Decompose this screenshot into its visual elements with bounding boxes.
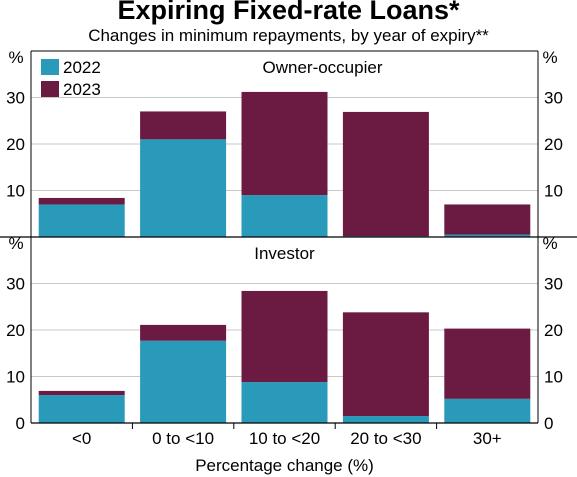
x-tick-label: 10 to <20 (249, 429, 320, 448)
ytick-label-left: 30 (6, 89, 25, 108)
ytick-label-left: 20 (6, 135, 25, 154)
ytick-label-left: 20 (6, 321, 25, 340)
bar-2022-3 (241, 382, 328, 423)
bar-2022-5 (444, 234, 531, 237)
ytick-label-right: 20 (544, 135, 563, 154)
bar-2023-3 (241, 91, 328, 196)
bar-2022-1 (38, 204, 125, 237)
bar-2023-1 (38, 197, 125, 205)
legend-label-2023: 2023 (63, 80, 101, 99)
ytick-label-left: 0 (16, 414, 25, 433)
bar-2022-1 (38, 395, 125, 423)
y-unit-right: % (542, 234, 557, 253)
x-tick-label: <0 (72, 429, 91, 448)
y-unit-left: % (8, 234, 23, 253)
ytick-label-right: 10 (544, 182, 563, 201)
legend-swatch-2023 (41, 81, 59, 97)
ytick-label-left: 10 (6, 182, 25, 201)
chart-subtitle: Changes in minimum repayments, by year o… (88, 26, 489, 45)
bar-2022-3 (241, 195, 328, 237)
bar-2023-4 (342, 111, 429, 237)
bar-2023-1 (38, 390, 125, 396)
x-tick-label: 30+ (473, 429, 502, 448)
bar-2022-5 (444, 398, 531, 423)
bar-2023-2 (140, 324, 227, 341)
ytick-label-right: 0 (544, 414, 553, 433)
panel-title: Owner-occupier (263, 58, 383, 77)
bar-2023-5 (444, 328, 531, 399)
y-unit-right: % (542, 48, 557, 67)
ytick-label-right: 30 (544, 89, 563, 108)
ytick-label-right: 30 (544, 275, 563, 294)
bar-2023-4 (342, 312, 429, 417)
bar-2023-5 (444, 204, 531, 235)
bar-2023-3 (241, 290, 328, 383)
legend-swatch-2022 (41, 59, 59, 75)
ytick-label-right: 10 (544, 368, 563, 387)
x-tick-label: 0 to <10 (152, 429, 214, 448)
ytick-label-left: 10 (6, 368, 25, 387)
x-axis-label: Percentage change (%) (195, 456, 374, 475)
bar-2022-2 (140, 139, 227, 237)
x-tick-label: 20 to <30 (350, 429, 421, 448)
ytick-label-left: 30 (6, 275, 25, 294)
bar-2023-2 (140, 111, 227, 140)
chart-title: Expiring Fixed-rate Loans* (117, 0, 460, 25)
legend-label-2022: 2022 (63, 58, 101, 77)
ytick-label-right: 20 (544, 321, 563, 340)
panel-title: Investor (254, 244, 315, 263)
bar-2022-2 (140, 340, 227, 423)
y-unit-left: % (8, 48, 23, 67)
bar-2022-4 (342, 416, 429, 423)
